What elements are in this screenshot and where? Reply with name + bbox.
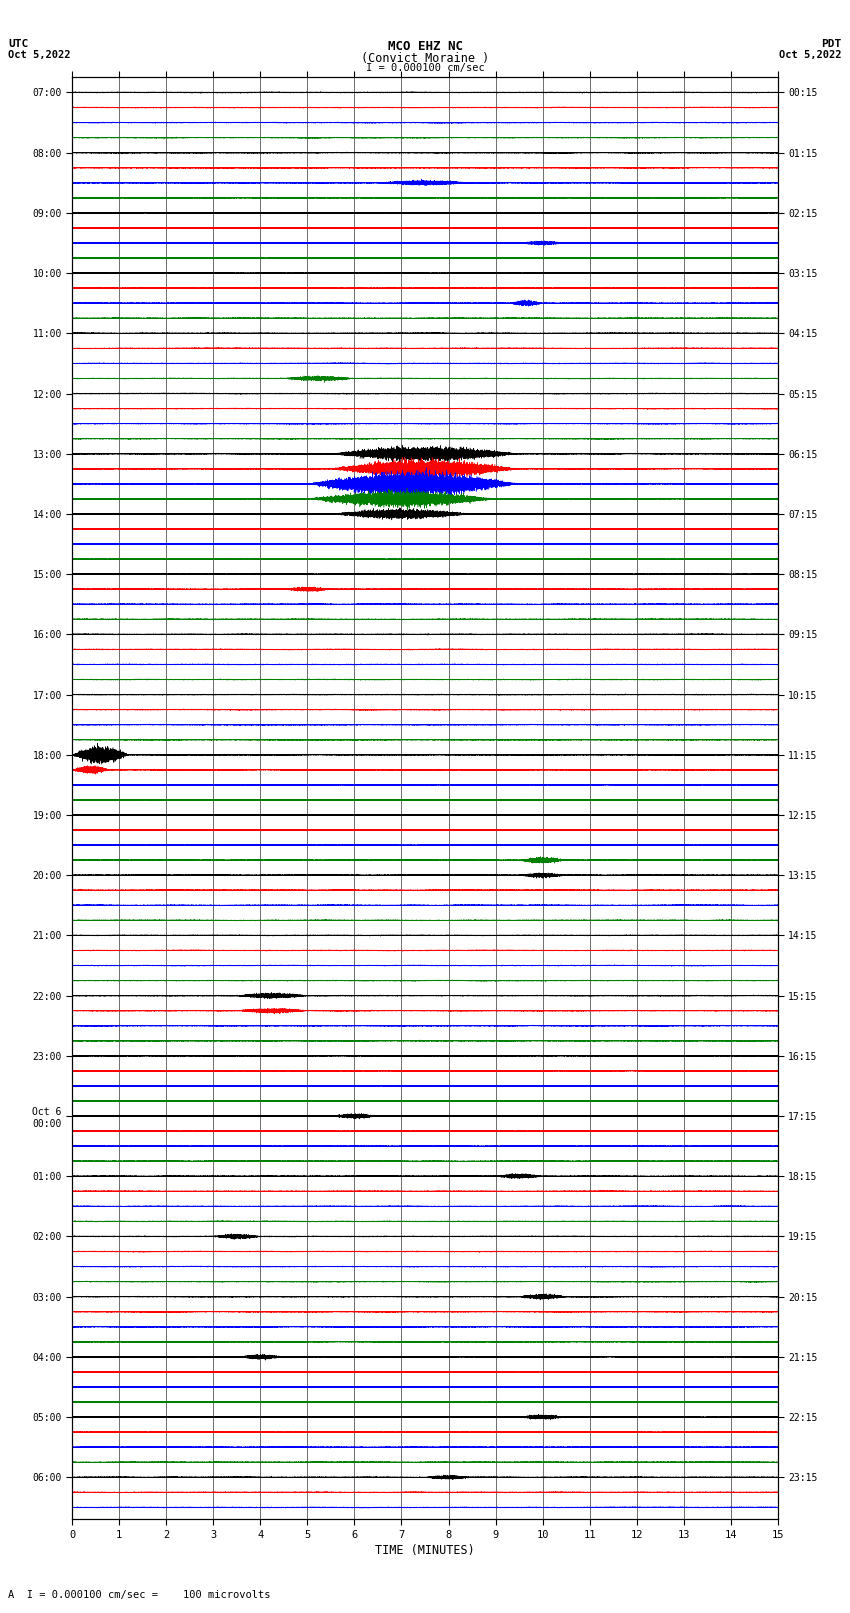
Text: I = 0.000100 cm/sec: I = 0.000100 cm/sec	[366, 63, 484, 73]
Text: PDT: PDT	[821, 39, 842, 48]
Text: (Convict Moraine ): (Convict Moraine )	[361, 52, 489, 65]
Text: MCO EHZ NC: MCO EHZ NC	[388, 40, 462, 53]
X-axis label: TIME (MINUTES): TIME (MINUTES)	[375, 1544, 475, 1557]
Text: A  I = 0.000100 cm/sec =    100 microvolts: A I = 0.000100 cm/sec = 100 microvolts	[8, 1590, 271, 1600]
Text: Oct 5,2022: Oct 5,2022	[8, 50, 71, 60]
Text: UTC: UTC	[8, 39, 29, 48]
Text: Oct 5,2022: Oct 5,2022	[779, 50, 842, 60]
